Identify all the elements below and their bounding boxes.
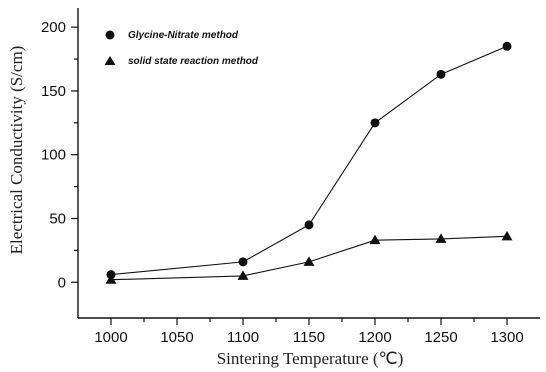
data-point-circle	[238, 257, 248, 267]
data-point-circle	[436, 69, 446, 79]
data-point-triangle	[303, 256, 315, 266]
data-point-triangle	[501, 230, 513, 241]
data-point-triangle	[237, 270, 249, 280]
legend-triangle-marker	[104, 56, 116, 65]
x-tick-label: 1150	[293, 329, 325, 346]
y-tick-label: 100	[41, 147, 66, 164]
y-tick-label: 150	[41, 83, 66, 100]
data-point-circle	[304, 220, 314, 230]
series-lines	[110, 45, 508, 281]
y-tick-label: 200	[41, 19, 66, 36]
ticks	[71, 26, 508, 325]
x-tick-label: 1300	[490, 329, 523, 346]
x-tick-label: 1100	[227, 329, 259, 346]
legend-label-glycine: Glycine-Nitrate method	[128, 30, 239, 41]
legend-label-solid-state: solid state reaction method	[128, 56, 259, 67]
x-tick-label: 1000	[94, 329, 127, 346]
x-tick-label: 1250	[424, 329, 457, 346]
tick-labels: 1000 1050 1100 1150 1200 1250 1300 0 50 100 150 200	[41, 19, 524, 346]
data-point-circle	[370, 118, 380, 128]
y-tick-label: 0	[58, 274, 66, 291]
data-point-triangle	[105, 274, 117, 284]
x-axis-title: Sintering Temperature (℃)	[217, 349, 404, 368]
data-point-circle	[502, 41, 512, 51]
series-line-2	[110, 235, 508, 281]
legend-circle-marker	[105, 30, 115, 40]
y-tick-label: 50	[49, 210, 66, 227]
y-axis-title: Electrical Conductivity (S/cm)	[7, 46, 26, 255]
legend: Glycine-Nitrate method solid state react…	[104, 30, 259, 67]
x-tick-label: 1200	[358, 329, 391, 346]
markers	[105, 41, 513, 284]
data-point-triangle	[435, 233, 447, 243]
data-point-triangle	[369, 234, 381, 245]
x-tick-label: 1050	[160, 329, 193, 346]
series-line-1	[110, 45, 508, 276]
